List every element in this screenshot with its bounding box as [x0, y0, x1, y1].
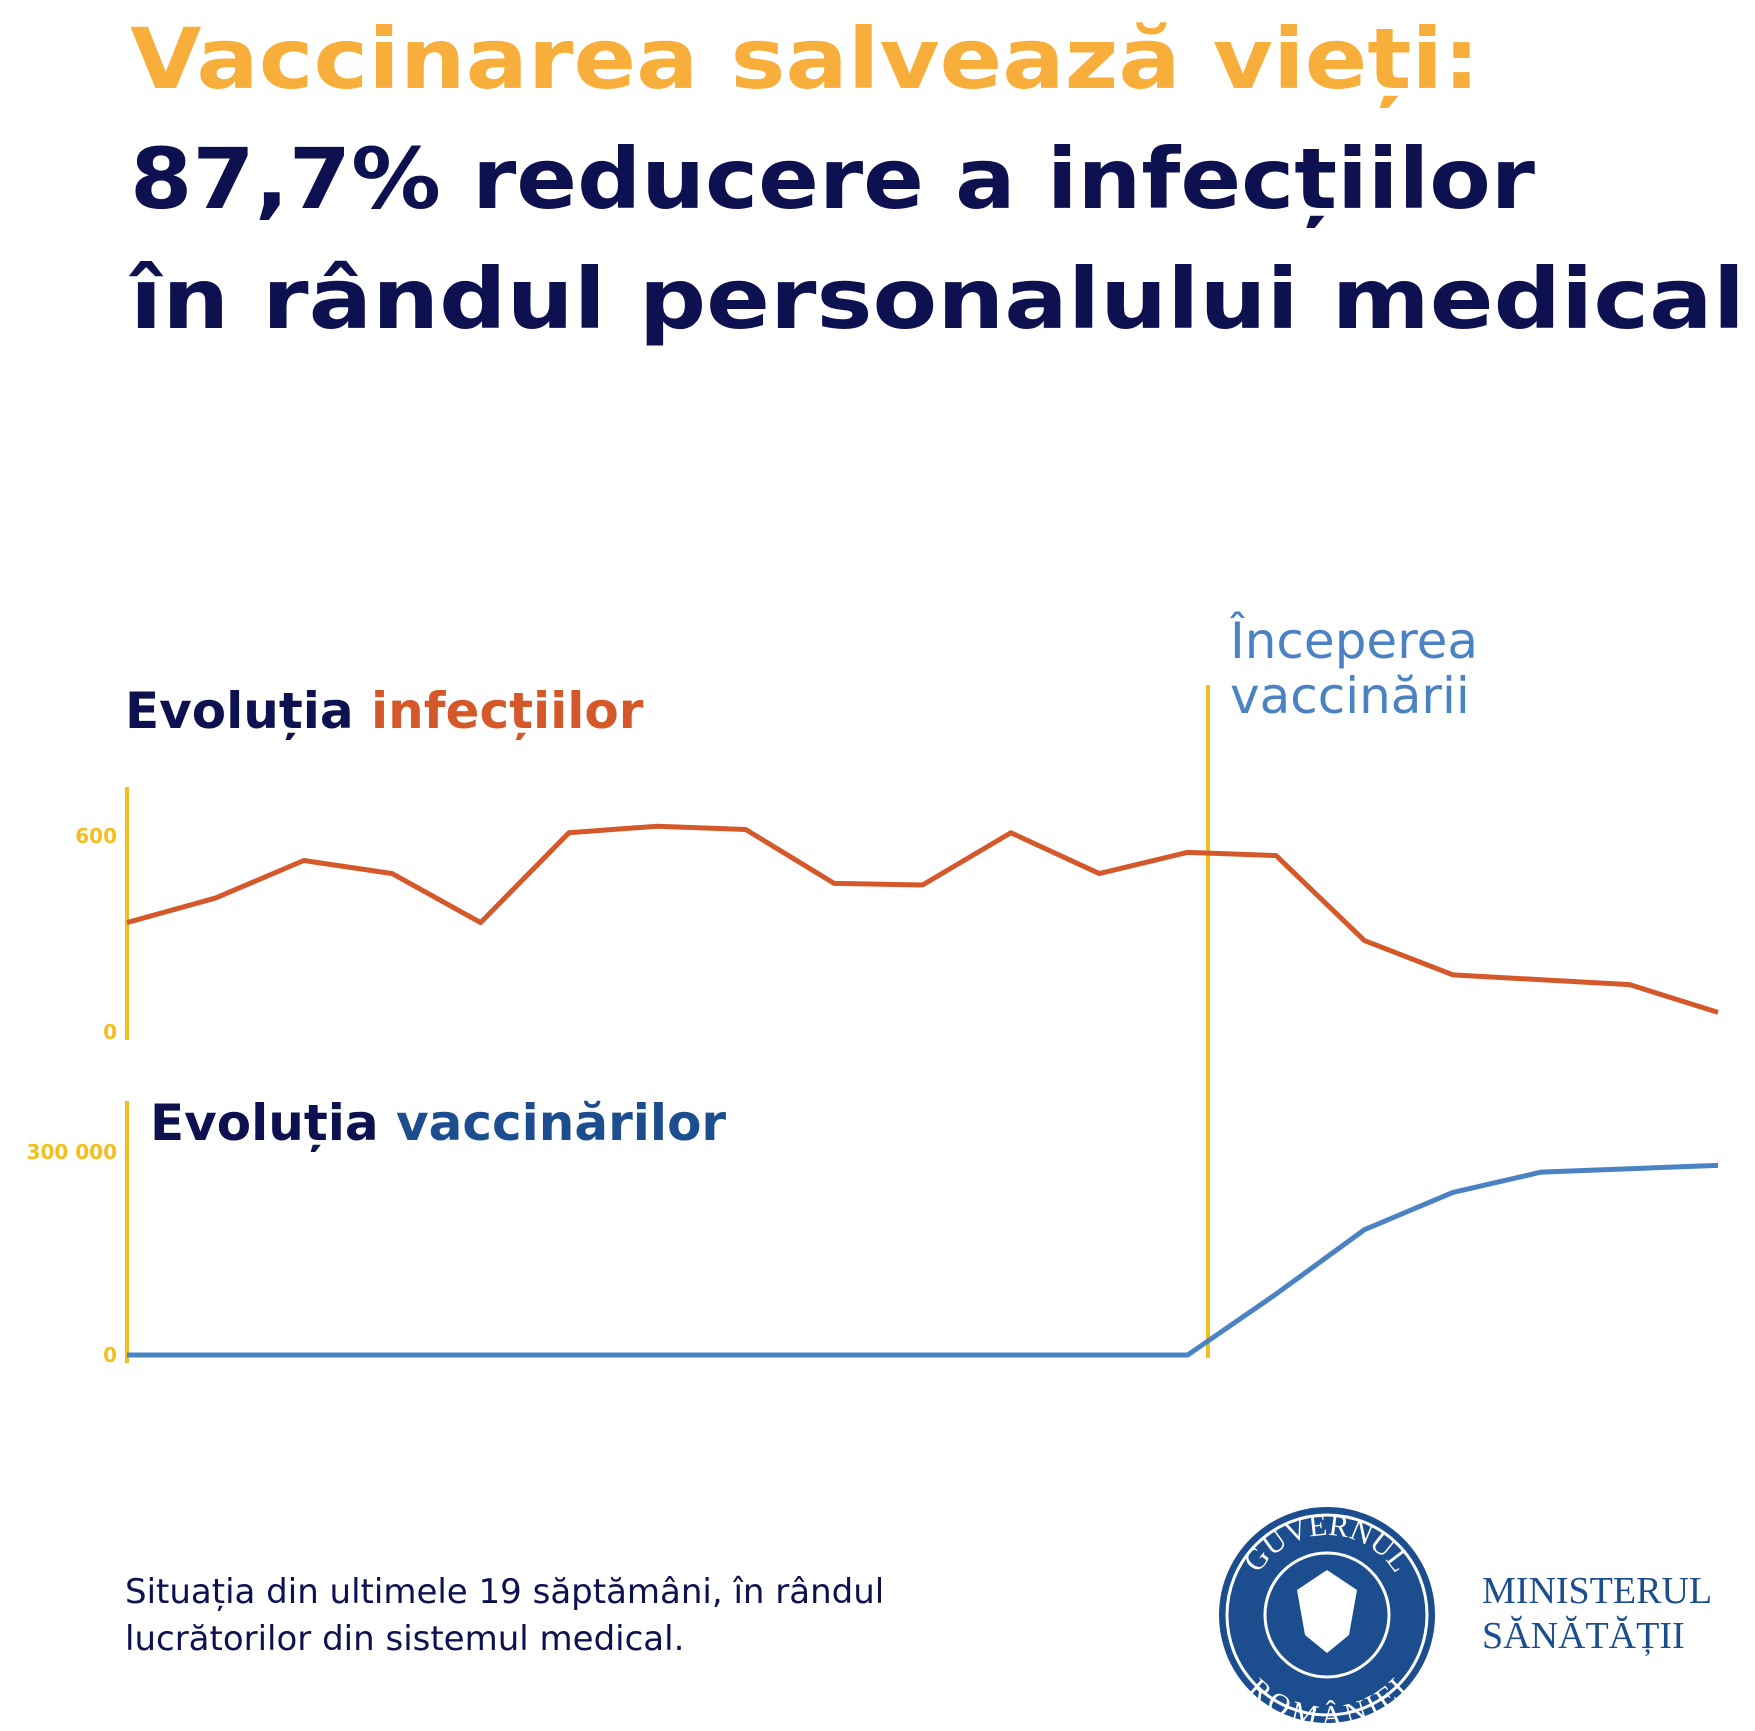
data-line — [126, 823, 1719, 1015]
annotation: Începerea — [1229, 611, 1478, 670]
title-line: Vaccinarea salvează vieți: — [130, 10, 1480, 108]
chart-title: Evoluția infecțiilor — [125, 682, 644, 740]
chart-title-part: vaccinărilor — [396, 1094, 726, 1152]
chart-title-part: Evoluția — [125, 682, 354, 740]
y-tick-label: 600 — [75, 824, 117, 848]
chart-title-part: infecțiilor — [371, 682, 644, 740]
annotation: vaccinării — [1230, 667, 1470, 725]
footer-note: lucrătorilor din sistemul medical. — [125, 1619, 684, 1659]
data-line — [127, 1162, 1719, 1358]
logo: GUVERNUL ROMÂNIEI MINISTERUL SĂNĂTĂȚII — [1219, 1507, 1712, 1731]
title-line: 87,7% reducere a infecțiilor — [130, 130, 1536, 228]
title-line: în rândul personalului medical — [128, 250, 1745, 348]
chart-title-part: Evoluția — [150, 1094, 379, 1152]
logo-eagle — [1297, 1570, 1357, 1653]
footer-note: Situația din ultimele 19 săptămâni, în r… — [125, 1572, 884, 1612]
logo-ring — [1225, 1513, 1429, 1717]
chart-title: Evoluția vaccinărilor — [150, 1094, 726, 1152]
ministry-name: MINISTERUL — [1482, 1570, 1712, 1612]
y-tick-label: 300 000 — [27, 1140, 117, 1164]
logo-ring — [1263, 1551, 1391, 1679]
ministry-name: SĂNĂTĂȚII — [1482, 1615, 1685, 1657]
y-tick-label: 0 — [103, 1020, 117, 1044]
y-tick-label: 0 — [103, 1343, 117, 1367]
